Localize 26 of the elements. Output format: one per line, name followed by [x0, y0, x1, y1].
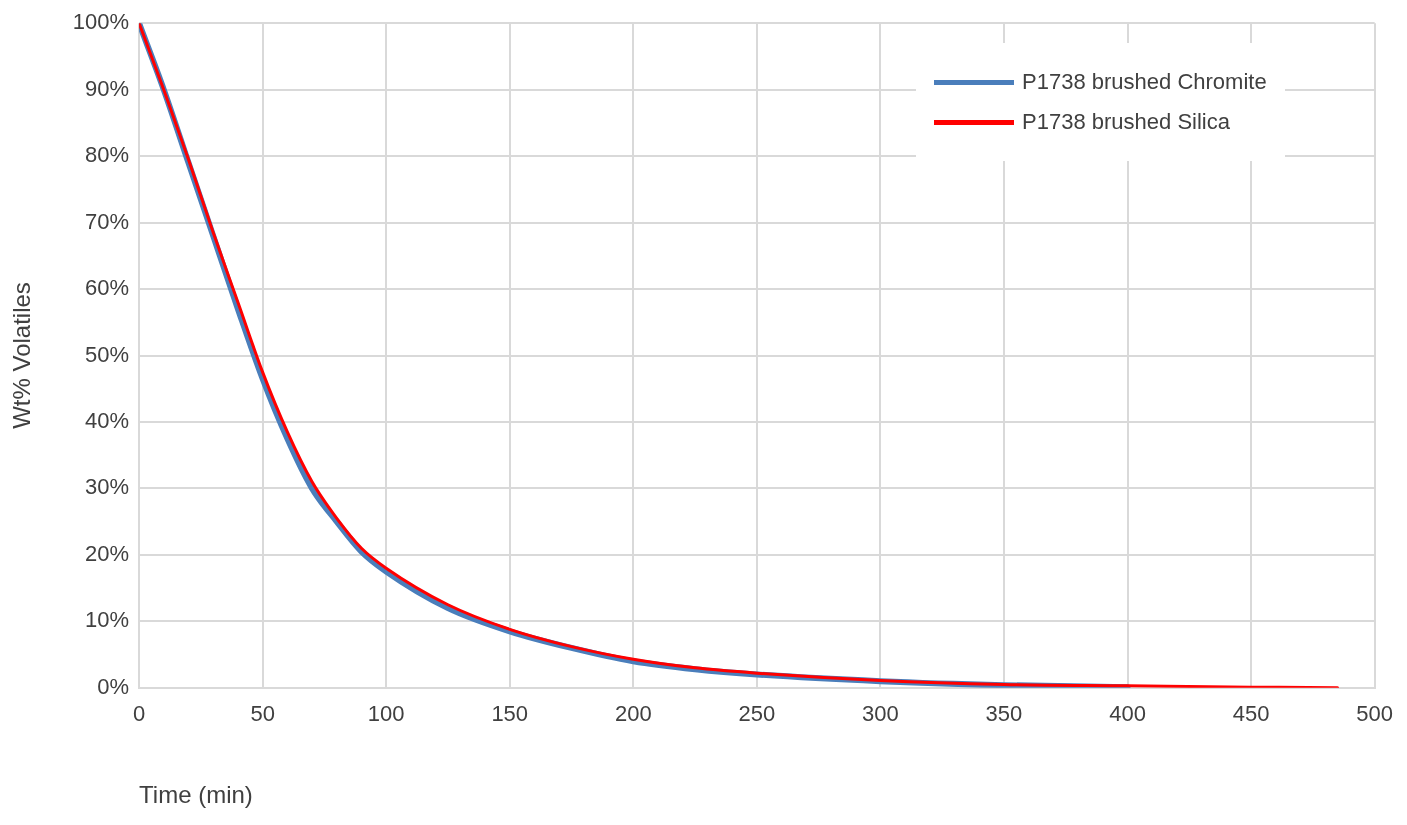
y-axis-title: Wt% Volatiles [8, 282, 36, 429]
y-tick-label: 80% [85, 142, 130, 168]
y-tick-label: 40% [85, 408, 130, 434]
x-tick-label: 350 [985, 701, 1023, 727]
x-tick-label: 100 [367, 701, 405, 727]
y-tick-label: 30% [85, 474, 130, 500]
x-tick-label: 150 [491, 701, 529, 727]
y-tick-label: 60% [85, 275, 130, 301]
y-tick-label: 20% [85, 540, 130, 566]
x-tick-label: 300 [862, 701, 899, 727]
x-tick-label: 450 [1232, 701, 1270, 727]
y-tick-label: 0% [97, 673, 130, 699]
legend-label: P1738 brushed Chromite [1022, 69, 1267, 96]
x-tick-label: 50 [250, 701, 275, 727]
y-tick-label: 70% [85, 208, 130, 234]
x-tick-label: 200 [614, 701, 652, 727]
x-tick-label: 250 [738, 701, 776, 727]
y-tick-label: 100% [72, 9, 130, 35]
legend-label: P1738 brushed Silica [1022, 109, 1230, 136]
x-tick-label: 500 [1356, 701, 1394, 727]
x-tick-label: 400 [1109, 701, 1146, 727]
x-axis-title: Time (min) [139, 781, 253, 809]
y-tick-label: 90% [85, 75, 130, 101]
x-tick-label: 0 [132, 701, 146, 727]
y-tick-label: 50% [85, 341, 130, 367]
y-tick-label: 10% [85, 607, 130, 633]
